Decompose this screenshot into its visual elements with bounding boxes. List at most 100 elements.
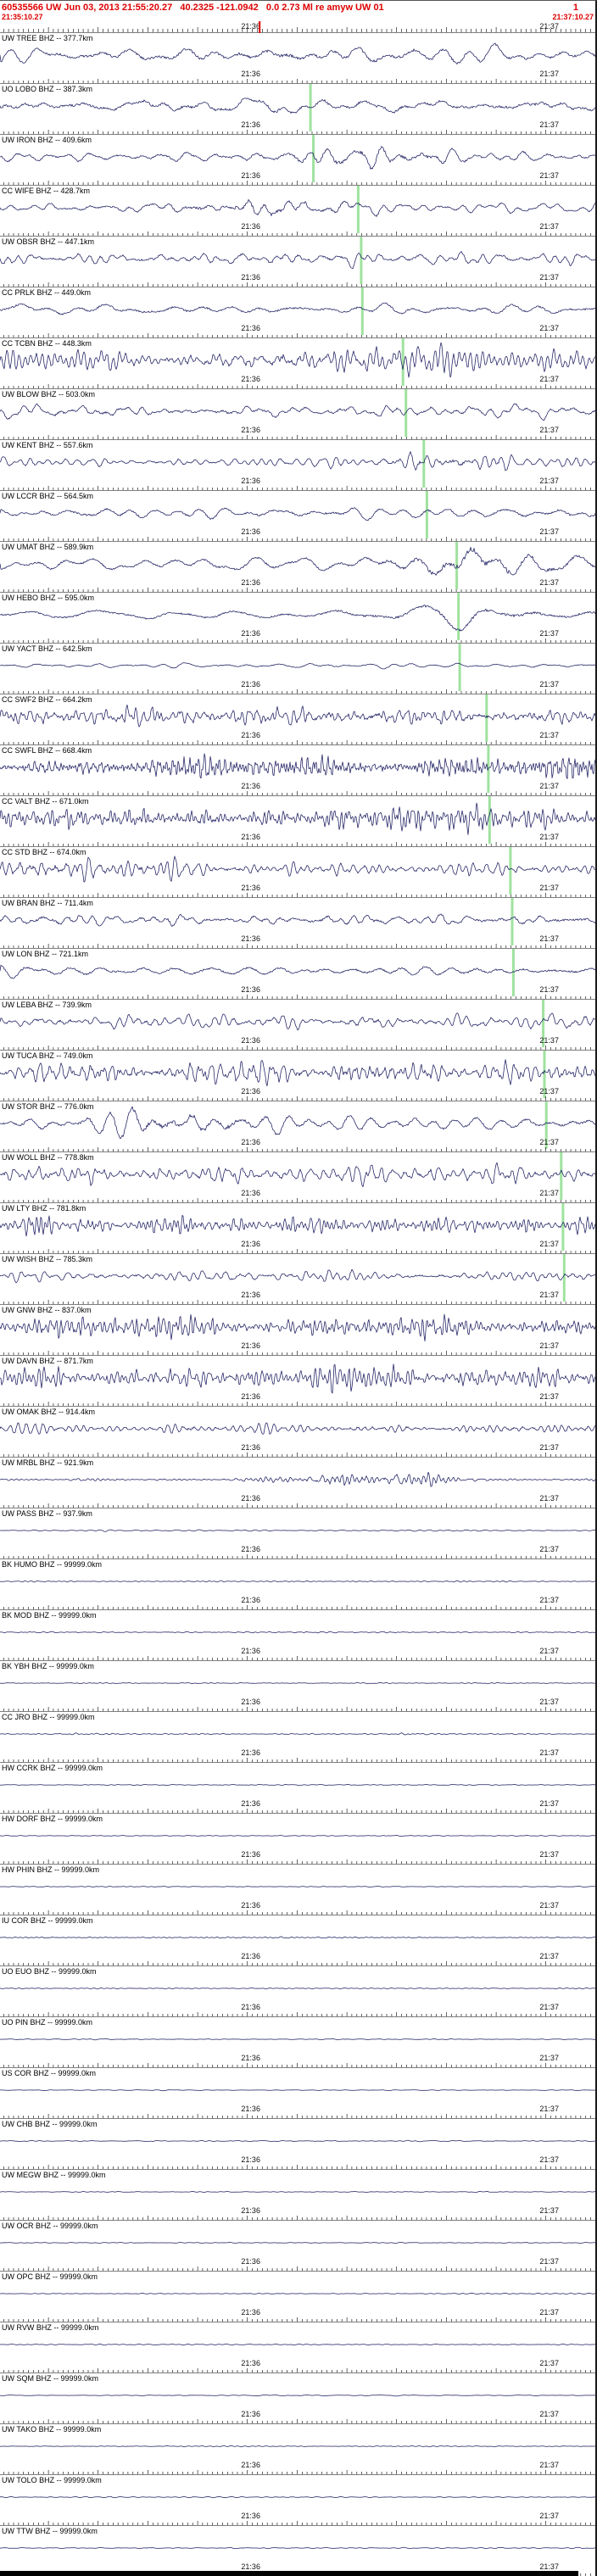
phase-pick-marker[interactable] (457, 593, 460, 640)
trace-row[interactable]: 21:36 21:37 UW TREE BHZ -- 377.7km (0, 33, 597, 84)
phase-pick-marker[interactable] (422, 440, 426, 488)
waveform-plot[interactable]: 21:36 21:37 (0, 1661, 597, 1712)
waveform-plot[interactable]: 21:36 21:37 (0, 2322, 597, 2373)
waveform-plot[interactable]: 21:36 21:37 (0, 949, 597, 1000)
trace-row[interactable]: 21:36 21:37 UW WISH BHZ -- 785.3km (0, 1254, 597, 1305)
trace-row[interactable]: 21:36 21:37 UW CHB BHZ -- 99999.0km (0, 2119, 597, 2170)
waveform-plot[interactable]: 21:36 21:37 (0, 1254, 597, 1305)
waveform-plot[interactable]: 21:36 21:37 (0, 389, 597, 440)
waveform-plot[interactable]: 21:36 21:37 (0, 898, 597, 949)
trace-row[interactable]: 21:36 21:37 UW TAKO BHZ -- 99999.0km (0, 2424, 597, 2475)
waveform-plot[interactable]: 21:36 21:37 (0, 1712, 597, 1763)
trace-row[interactable]: 21:36 21:37 UW YACT BHZ -- 642.5km (0, 644, 597, 694)
waveform-plot[interactable]: 21:36 21:37 (0, 1814, 597, 1865)
trace-row[interactable]: 21:36 21:37 UW KENT BHZ -- 557.6km (0, 440, 597, 491)
phase-pick-marker[interactable] (543, 1051, 546, 1098)
waveform-plot[interactable]: 21:36 21:37 (0, 2424, 597, 2475)
time-axis-plot[interactable]: 21:36 21:37 (0, 21, 597, 33)
trace-row[interactable]: 21:36 21:37 UO EUO BHZ -- 99999.0km (0, 1966, 595, 2017)
phase-pick-marker[interactable] (401, 338, 405, 386)
trace-row[interactable]: 21:36 21:37 US COR BHZ -- 99999.0km (0, 2068, 597, 2119)
waveform-plot[interactable]: 21:36 21:37 (0, 1356, 597, 1407)
waveform-plot[interactable]: 21:36 21:37 (0, 287, 597, 338)
waveform-plot[interactable]: 21:36 21:37 (0, 1000, 597, 1051)
waveform-plot[interactable]: 21:36 21:37 (0, 491, 597, 542)
waveform-plot[interactable]: 21:36 21:37 (0, 593, 597, 644)
trace-row[interactable]: 21:36 21:37 BK HUMO BHZ -- 99999.0km (0, 1559, 597, 1610)
waveform-plot[interactable]: 21:36 21:37 (0, 338, 597, 389)
trace-row[interactable]: 21:36 21:37 UW RVW BHZ -- 99999.0km (0, 2322, 597, 2373)
waveform-plot[interactable]: 21:36 21:37 (0, 2475, 597, 2526)
trace-row[interactable]: 21:36 21:37 UW SQM BHZ -- 99999.0km (0, 2373, 597, 2424)
waveform-plot[interactable]: 21:36 21:37 (0, 2017, 597, 2068)
waveform-plot[interactable]: 21:36 21:37 (0, 2068, 597, 2119)
trace-row[interactable]: 21:36 21:37 UW DAVN BHZ -- 871.7km (0, 1356, 597, 1407)
trace-row[interactable]: 21:36 21:37 IU COR BHZ -- 99999.0km (0, 1915, 597, 1966)
trace-row[interactable]: 21:36 21:37 HW CCRK BHZ -- 99999.0km (0, 1763, 595, 1814)
waveform-plot[interactable]: 21:36 21:37 (0, 1051, 597, 1101)
trace-row[interactable]: 21:36 21:37 CC TCBN BHZ -- 448.3km (0, 338, 597, 389)
phase-pick-marker[interactable] (562, 1254, 566, 1302)
waveform-plot[interactable]: 21:36 21:37 (0, 2373, 597, 2424)
waveform-plot[interactable]: 21:36 21:37 (0, 1101, 597, 1152)
waveform-plot[interactable]: 21:36 21:37 (0, 1559, 597, 1610)
phase-pick-marker[interactable] (360, 237, 363, 284)
waveform-plot[interactable]: 21:36 21:37 (0, 1915, 597, 1966)
waveform-plot[interactable]: 21:36 21:37 (0, 2119, 597, 2170)
phase-pick-marker[interactable] (485, 694, 488, 742)
trace-row[interactable]: 21:36 21:37 UW MRBL BHZ -- 921.9km (0, 1458, 597, 1508)
waveform-plot[interactable]: 21:36 21:37 (0, 1458, 597, 1508)
waveform-plot[interactable]: 21:36 21:37 (0, 186, 597, 237)
waveform-plot[interactable]: 21:36 21:37 (0, 2272, 597, 2322)
waveform-plot[interactable]: 21:36 21:37 (0, 237, 597, 287)
trace-row[interactable]: 21:36 21:37 UW OPC BHZ -- 99999.0km (0, 2272, 597, 2322)
waveform-plot[interactable]: 21:36 21:37 (0, 1203, 597, 1254)
trace-row[interactable]: 21:36 21:37 UW OMAK BHZ -- 914.4km (0, 1407, 597, 1458)
waveform-plot[interactable]: 21:36 21:37 (0, 1508, 597, 1559)
trace-row[interactable]: 21:36 21:37 UW LCCR BHZ -- 564.5km (0, 491, 597, 542)
waveform-plot[interactable]: 21:36 21:37 (0, 644, 597, 694)
waveform-plot[interactable]: 21:36 21:37 (0, 440, 597, 491)
phase-pick-marker[interactable] (360, 287, 364, 335)
waveform-plot[interactable]: 21:36 21:37 (0, 542, 597, 593)
trace-row[interactable]: 21:36 21:37 UW PASS BHZ -- 937.9km (0, 1508, 597, 1559)
phase-pick-marker[interactable] (488, 796, 491, 844)
trace-row[interactable]: 21:36 21:37 CC SWF2 BHZ -- 664.2km (0, 694, 597, 745)
trace-row[interactable]: 21:36 21:37 UO LOBO BHZ -- 387.3km (0, 84, 597, 135)
trace-row[interactable]: 21:36 21:37 UO PIN BHZ -- 99999.0km (0, 2017, 597, 2068)
waveform-plot[interactable]: 21:36 21:37 (0, 135, 597, 186)
trace-row[interactable]: 21:36 21:37 UW STOR BHZ -- 776.0km (0, 1101, 597, 1152)
waveform-plot[interactable]: 21:36 21:37 (0, 745, 597, 796)
trace-row[interactable]: 21:36 21:37 UW OBSR BHZ -- 447.1km (0, 237, 597, 287)
waveform-plot[interactable]: 21:36 21:37 (0, 1305, 597, 1356)
waveform-plot[interactable]: 21:36 21:37 (0, 694, 597, 745)
trace-row[interactable]: 21:36 21:37 CC SWFL BHZ -- 668.4km (0, 745, 597, 796)
trace-row[interactable]: 21:36 21:37 CC PRLK BHZ -- 449.0km (0, 287, 597, 338)
trace-row[interactable]: 21:36 21:37 UW LTY BHZ -- 781.8km (0, 1203, 597, 1254)
phase-pick-marker[interactable] (509, 847, 512, 895)
trace-row[interactable]: 21:36 21:37 UW TUCA BHZ -- 749.0km (0, 1051, 597, 1101)
trace-row[interactable]: 21:36 21:37 CC JRO BHZ -- 99999.0km (0, 1712, 597, 1763)
trace-row[interactable]: 21:36 21:37 UW MEGW BHZ -- 99999.0km (0, 2170, 595, 2221)
phase-pick-marker[interactable] (312, 135, 315, 182)
trace-row[interactable]: 21:36 21:37 UW IRON BHZ -- 409.6km (0, 135, 597, 186)
waveform-plot[interactable]: 21:36 21:37 (0, 2221, 597, 2272)
waveform-plot[interactable]: 21:36 21:37 (0, 1152, 597, 1203)
phase-pick-marker[interactable] (544, 1101, 548, 1149)
trace-row[interactable]: 21:36 21:37 UW HEBO BHZ -- 595.0km (0, 593, 597, 644)
waveform-plot[interactable]: 21:36 21:37 (0, 1610, 597, 1661)
waveform-plot[interactable]: 21:36 21:37 (0, 847, 597, 898)
trace-row[interactable]: 21:36 21:37 UW WOLL BHZ -- 778.8km (0, 1152, 597, 1203)
trace-row[interactable]: 21:36 21:37 HW DORF BHZ -- 99999.0km (0, 1814, 597, 1865)
trace-row[interactable]: 21:36 21:37 BK YBH BHZ -- 99999.0km (0, 1661, 597, 1712)
trace-row[interactable]: 21:36 21:37 UW OCR BHZ -- 99999.0km (0, 2221, 597, 2272)
phase-pick-marker[interactable] (511, 898, 514, 945)
waveform-plot[interactable]: 21:36 21:37 (0, 33, 597, 84)
waveform-plot[interactable]: 21:36 21:37 (0, 2526, 597, 2576)
waveform-plot[interactable]: 21:36 21:37 (0, 1407, 597, 1458)
trace-row[interactable]: 21:36 21:37 UW LEBA BHZ -- 739.9km (0, 1000, 597, 1051)
trace-row[interactable]: 21:36 21:37 UW TOLO BHZ -- 99999.0km (0, 2475, 597, 2526)
trace-row[interactable]: 21:36 21:37 CC STD BHZ -- 674.0km (0, 847, 597, 898)
waveform-plot[interactable]: 21:36 21:37 (0, 84, 597, 135)
phase-pick-marker[interactable] (560, 1152, 563, 1200)
